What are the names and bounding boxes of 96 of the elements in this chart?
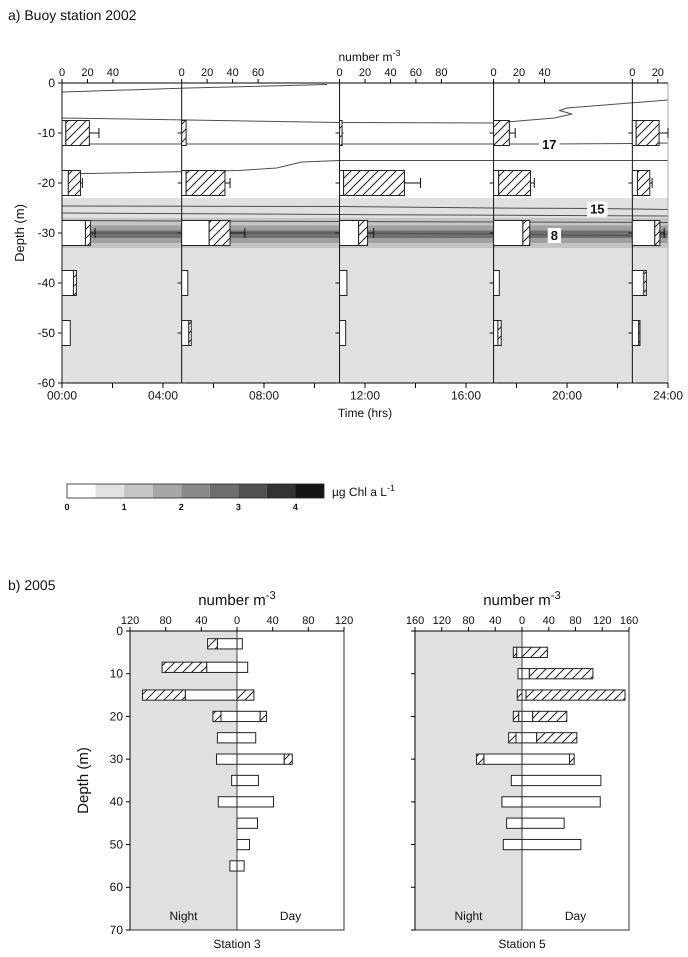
x-tick-label: 16:00 — [450, 388, 482, 403]
bar — [339, 320, 346, 346]
x-tick-label: 20 — [358, 67, 372, 79]
y-tick-label: 50 — [110, 837, 124, 852]
y-tick-label: -50 — [38, 326, 56, 340]
text: Station 5 — [498, 937, 546, 951]
annotation: Day — [564, 909, 586, 923]
x-tick-label: 80 — [302, 615, 314, 627]
x-tick-label: 20 — [652, 67, 664, 79]
bar — [526, 689, 626, 701]
color-bar-label: 1 — [122, 502, 127, 512]
line-series — [62, 100, 668, 124]
y-tick-label: 40 — [110, 794, 124, 809]
x-tick-label: 0 — [490, 67, 497, 79]
color-bar-label: 2 — [178, 502, 184, 512]
x-tick-label: 20 — [512, 67, 526, 79]
x-tick-label: 12:00 — [350, 388, 380, 403]
text: Station 3 — [213, 937, 262, 951]
color-bar-title: µg Chl a L$^{-1}$ — [332, 483, 395, 499]
bar — [512, 710, 520, 722]
bar — [62, 270, 74, 296]
x-tick-label: 40 — [226, 67, 239, 79]
x-tick-label: 0 — [336, 67, 343, 79]
x-tick-label: 0 — [629, 67, 636, 79]
x-tick-label: 20 — [81, 67, 94, 79]
x-tick-label: 40 — [489, 615, 502, 627]
x-axis-title: number m$^{-3}$ — [338, 48, 401, 64]
x-tick-label: 24:00 — [652, 388, 684, 403]
x-tick-label: 04:00 — [148, 388, 178, 403]
y-tick-label: -10 — [38, 126, 56, 140]
x-tick-label: 0 — [178, 67, 185, 79]
bar — [236, 818, 258, 829]
chart-title: a) Buoy station 2002 — [8, 7, 137, 23]
bar — [181, 120, 187, 146]
bar — [512, 646, 518, 658]
x-tick-label: 00:00 — [46, 388, 78, 403]
x-tick-label: 40 — [538, 67, 551, 79]
color-bar-label: 4 — [292, 502, 298, 512]
bar — [236, 838, 250, 850]
bar — [497, 320, 502, 346]
x-tick-label: 40 — [384, 67, 397, 79]
bar — [493, 270, 500, 296]
y-tick-label: 30 — [110, 752, 124, 766]
bar — [493, 120, 510, 146]
x-tick-label: 120 — [432, 615, 451, 627]
y-tick-label: 60 — [110, 880, 124, 894]
y-tick-label: -30 — [38, 226, 56, 240]
annotation: Day — [280, 909, 302, 923]
x-tick-label: 60 — [252, 67, 264, 79]
y-tick-label: 10 — [110, 666, 124, 681]
x-tick-label: 20:00 — [552, 388, 582, 403]
x-tick-label: 40 — [542, 615, 555, 627]
series-label: 17 — [542, 137, 557, 152]
bar — [65, 120, 90, 146]
chart-title: b) 2005 — [8, 577, 56, 593]
x-tick-label: 20 — [201, 67, 214, 79]
x-tick-label: 160 — [620, 615, 638, 627]
bar — [339, 270, 348, 296]
x-tick-label: 60 — [410, 67, 422, 79]
x-tick-label: 80 — [435, 67, 448, 79]
color-bar-label: 3 — [236, 502, 241, 512]
bar — [339, 120, 343, 146]
y-tick-label: -60 — [38, 376, 56, 390]
y-tick-label: 20 — [110, 709, 124, 724]
y-tick-label: -40 — [38, 276, 56, 290]
x-tick-label: 0 — [234, 615, 240, 627]
color-bar-label: 0 — [64, 502, 70, 512]
bar — [632, 270, 644, 296]
x-axis-title: number m$^{-3}$ — [483, 590, 561, 609]
x-axis-title: number m$^{-3}$ — [198, 590, 276, 609]
series-label: 8 — [550, 228, 558, 243]
x-tick-label: 08:00 — [248, 388, 280, 403]
x-tick-label: 80 — [462, 615, 475, 627]
x-tick-label: 120 — [120, 615, 140, 627]
bar — [181, 320, 190, 346]
x-tick-label: 40 — [195, 615, 208, 627]
y-tick-label: 70 — [110, 922, 124, 937]
bar — [181, 270, 188, 296]
x-tick-label: 0 — [58, 67, 66, 79]
x-tick-label: 120 — [334, 615, 354, 627]
x-tick-label: 0 — [518, 615, 526, 627]
x-tick-label: 80 — [160, 615, 172, 627]
x-tick-label: 160 — [406, 615, 424, 627]
series-label: 15 — [590, 202, 605, 216]
bar — [343, 170, 405, 196]
x-tick-label: 120 — [593, 615, 612, 627]
bar — [62, 320, 71, 346]
x-axis-title: Time (hrs) — [338, 406, 392, 420]
band-label: Night — [169, 909, 198, 923]
y-axis-title: Depth (m) — [75, 747, 92, 814]
band-label: Night — [454, 909, 484, 923]
y-axis-title: Depth (m) — [12, 204, 27, 262]
x-tick-label: 40 — [266, 615, 279, 627]
y-tick-label: -20 — [38, 176, 56, 190]
x-tick-label: 80 — [569, 615, 582, 627]
bar — [636, 120, 660, 146]
